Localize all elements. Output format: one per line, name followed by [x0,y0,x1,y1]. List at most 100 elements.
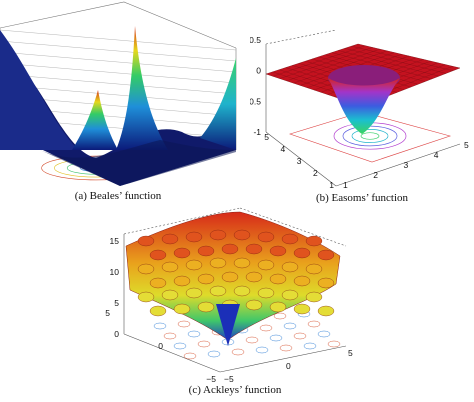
easom-x-tick-labels: 1 2 3 4 5 [343,140,469,190]
caption-c: (c) Ackleys’ function [188,384,282,396]
ackley-contour [197,340,211,348]
beale-grid-line [0,84,237,106]
ackley-z-tick-labels: 15 10 5 0 [110,236,120,339]
ackley-bump [197,273,215,285]
ackley-bump [149,277,167,289]
ackley-bump [281,289,299,301]
ackley-bump [245,299,263,311]
ackley-bump [185,231,203,243]
easom-z-tick-label: -1 [253,127,261,137]
ackley-contour [259,324,273,332]
easom-mesh-line [351,45,454,71]
ackley-contour [187,330,201,338]
ackley-bump [161,233,179,245]
ackley-bump [173,275,191,287]
easom-y-tick-label: 5 [264,132,269,142]
ackley-local-minima [137,229,335,317]
ackley-bump [269,301,287,313]
ackley-bump [305,263,323,275]
ackley-axes-box [123,207,347,373]
easom-y-tick-label: 2 [313,168,318,178]
beale-right-spike [116,26,168,150]
ackley-bump [305,291,323,303]
ackley-contour [207,350,221,358]
easom-z-tick-label: -0.5 [250,96,261,106]
ackley-bump [293,303,311,315]
ackley-contour [307,320,321,328]
beale-right-wall [200,58,236,150]
easom-y-tick-label: 1 [329,180,334,190]
beale-grid-line [0,51,237,73]
ackley-contour [317,330,331,338]
ackley-bump [185,259,203,271]
ackley-bump [173,303,191,315]
ackley-z-tick-label: 5 [114,298,119,308]
easom-z-tick-label: 0 [256,66,261,76]
ackley-z-tick-label: 0 [114,329,119,339]
ackley-bump [221,271,239,283]
ackley-bump [149,249,167,261]
ackley-bump [317,305,335,317]
ackley-bump [209,229,227,241]
easom-funnel [328,78,400,134]
ackley-contour [279,344,293,352]
ackley-bump [257,231,275,243]
easom-axes-box [265,29,461,187]
ackley-bump [257,259,275,271]
ackley-x-tick-label: −5 [224,374,234,382]
ackley-contour [245,336,259,344]
ackley-bump [317,249,335,261]
beale-grid-line [0,62,237,84]
easom-contour [360,132,380,140]
ackley-contour [231,348,245,356]
easom-floor-border [289,111,452,163]
ackley-z-tick-label: 15 [110,236,120,246]
ackley-bump [161,289,179,301]
ackley-z-tick-label: 10 [110,267,120,277]
ackley-bump [233,257,251,269]
easom-x-tick-label: 4 [434,150,439,160]
beale-left-wall [0,30,78,150]
ackley-contour [177,320,191,328]
ackley-bump [185,287,203,299]
ackley-y-tick-label: −5 [206,374,216,382]
ackley-bump [317,277,335,289]
ackley-contour [283,322,297,330]
ackley-x-tick-labels: −5 0 5 [224,348,353,382]
ackley-bump [161,261,179,273]
ackley-bump [281,233,299,245]
ackley-bump [137,291,155,303]
ackley-bump [293,275,311,287]
ackley-bump [269,273,287,285]
ackley-bump [233,229,251,241]
beale-grid-line [0,40,237,62]
beale-surface-plot [0,1,237,186]
easom-y-tick-labels: 1 2 3 4 5 [264,132,334,190]
ackley-global-minimum [216,304,240,346]
ackley-contour [293,332,307,340]
ackley-bump [137,263,155,275]
easom-y-tick-label: 4 [281,144,286,154]
ackley-bump [257,287,275,299]
ackley-bump [209,285,227,297]
ackley-bump [245,243,263,255]
easom-y-tick-label: 3 [297,156,302,166]
ackley-contour [303,342,317,350]
ackley-bump [281,261,299,273]
ackley-contour [153,322,167,330]
caption-b: (b) Easoms’ function [315,192,409,204]
ackley-bump [209,257,227,269]
easom-mesh-line [331,52,433,80]
ackley-contour [273,312,287,320]
ackley-bump [245,271,263,283]
beale-grid-line [0,29,237,51]
beale-grid-line [0,73,237,95]
ackley-bump [197,245,215,257]
ackley-bump [197,301,215,313]
easom-contour [351,129,389,143]
ackley-bump [149,305,167,317]
ackley-bump [137,235,155,247]
ackley-x-tick-label: 0 [286,361,291,371]
easom-z-tick-label: 0.5 [250,35,261,45]
